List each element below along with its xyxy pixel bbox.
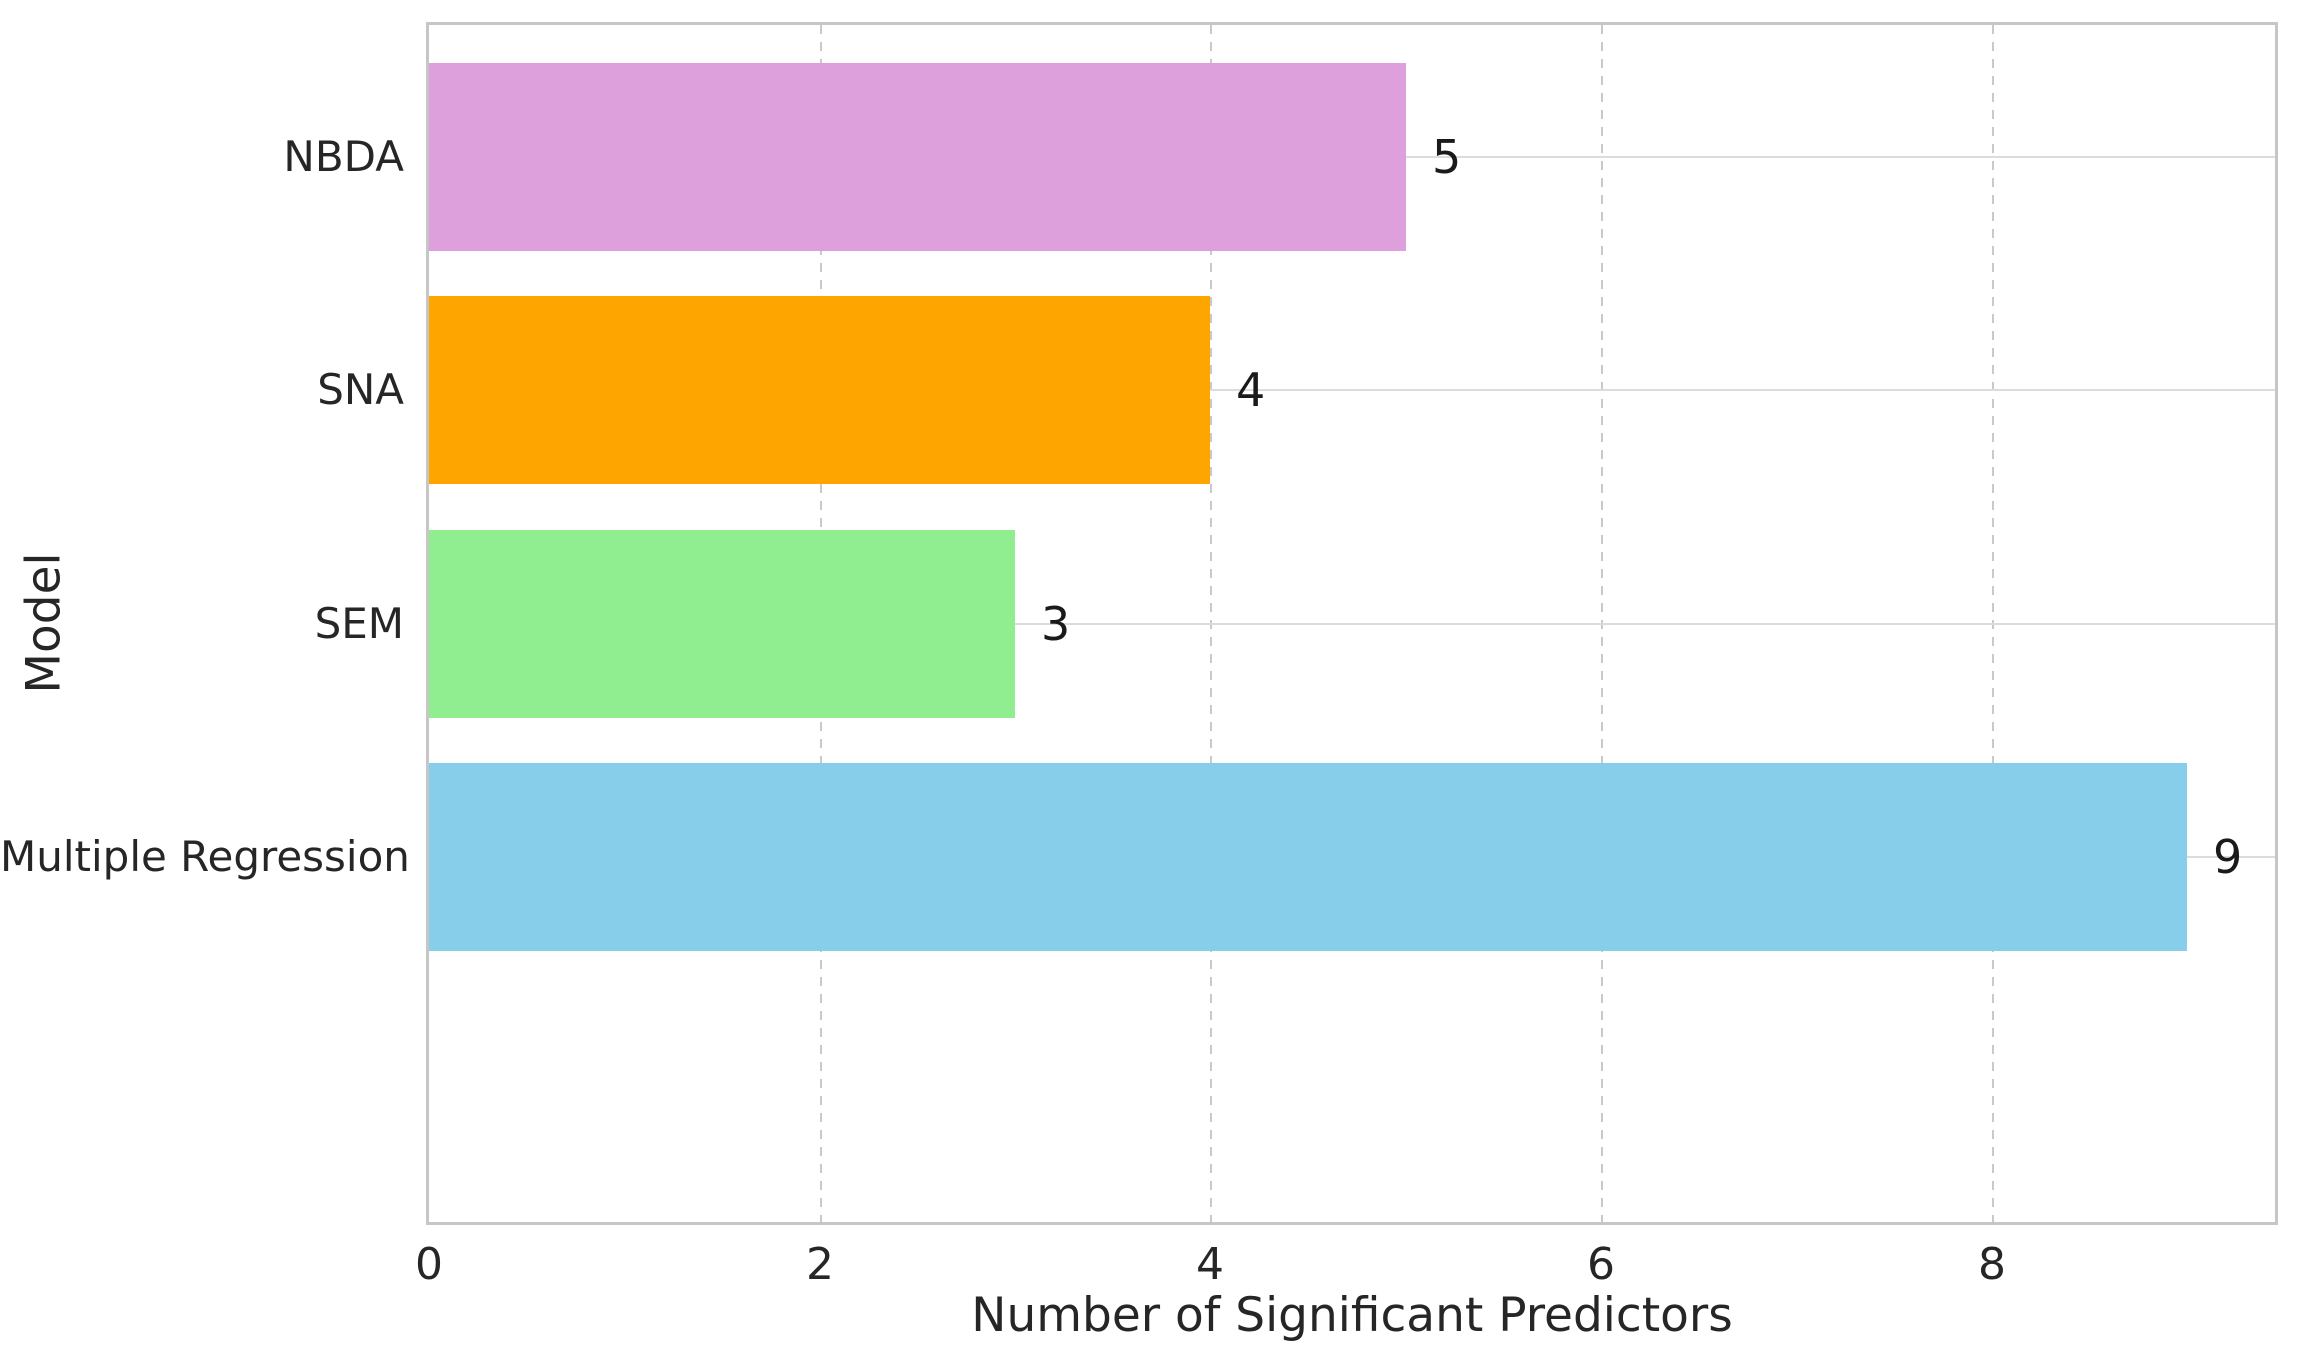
horizontal-gridline-sna xyxy=(429,389,2275,391)
value-label-sna: 4 xyxy=(1236,363,1266,417)
x-axis-label: Number of Significant Predictors xyxy=(971,1288,1733,1343)
value-label-nbda: 5 xyxy=(1432,130,1462,184)
y-tick-label-sna: SNA xyxy=(317,365,404,414)
x-tick-label-6: 6 xyxy=(1587,1239,1615,1290)
x-tick-label-2: 2 xyxy=(806,1239,834,1290)
y-tick-label-nbda: NBDA xyxy=(283,132,404,181)
x-tick-label-4: 4 xyxy=(1196,1239,1224,1290)
value-label-sem: 3 xyxy=(1041,597,1071,651)
x-tick-label-8: 8 xyxy=(1978,1239,2006,1290)
y-tick-label-sem: SEM xyxy=(314,599,404,648)
x-tick-label-0: 0 xyxy=(415,1239,443,1290)
plot-area: 5 4 3 9 xyxy=(426,22,2278,1225)
y-tick-label-multiple-regression: Multiple Regression xyxy=(0,832,410,881)
value-label-multiple-regression: 9 xyxy=(2213,830,2243,884)
bar-sna xyxy=(429,296,1210,484)
horizontal-gridline-sem xyxy=(429,623,2275,625)
bar-multiple-regression xyxy=(429,763,2187,951)
bar-nbda xyxy=(429,63,1406,251)
bar-sem xyxy=(429,530,1015,718)
